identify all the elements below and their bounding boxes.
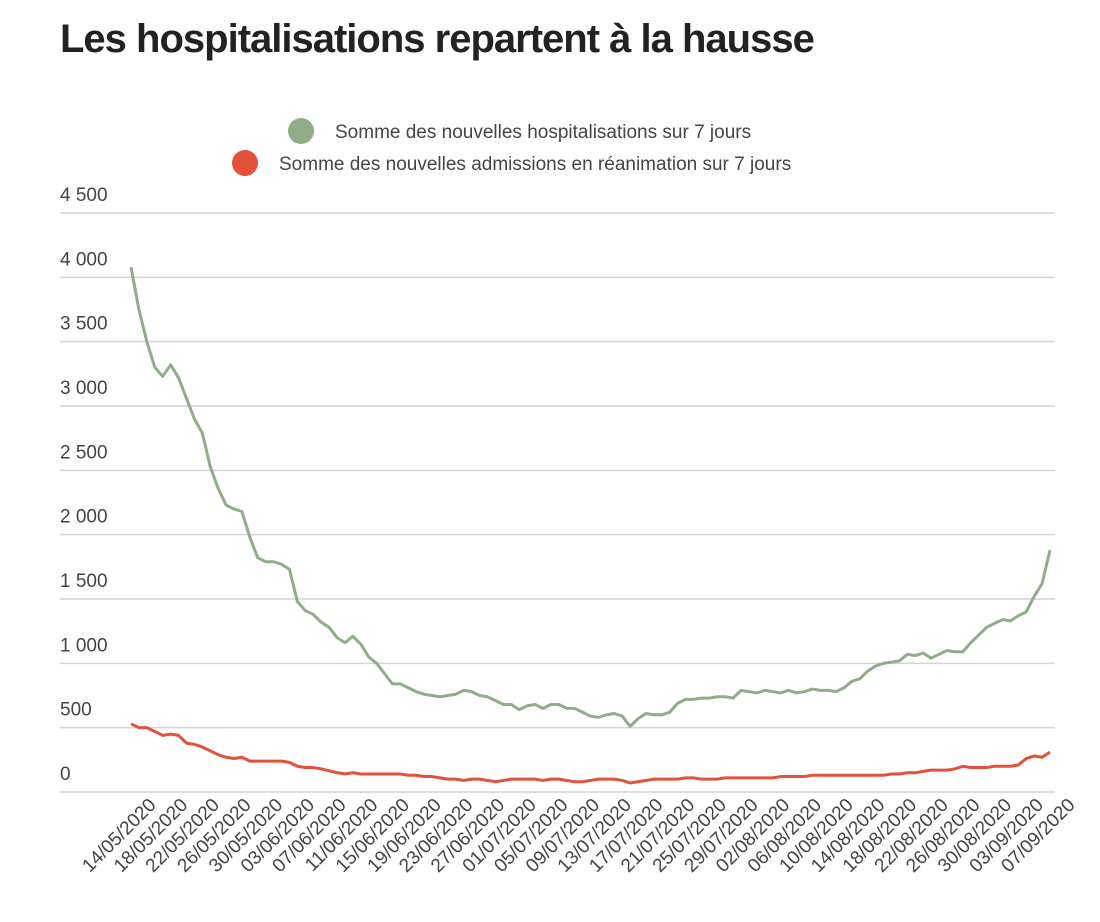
y-tick-label: 3 000 <box>60 378 108 399</box>
y-tick-label: 4 000 <box>60 249 108 270</box>
y-tick-label: 2 500 <box>60 442 108 463</box>
series-line <box>129 266 1052 728</box>
legend-label: Somme des nouvelles admissions en réanim… <box>279 154 791 175</box>
series-line <box>130 722 1051 785</box>
y-tick-label: 4 500 <box>60 185 108 206</box>
legend-marker <box>232 150 258 176</box>
y-tick-label: 0 <box>60 764 71 785</box>
y-tick-label: 1 000 <box>60 635 108 656</box>
y-tick-label: 2 000 <box>60 507 108 528</box>
legend-marker <box>288 118 314 144</box>
legend-label: Somme des nouvelles hospitalisations sur… <box>335 122 751 143</box>
y-tick-label: 3 500 <box>60 314 108 335</box>
y-tick-label: 500 <box>60 700 92 721</box>
y-tick-label: 1 500 <box>60 571 108 592</box>
chart-title: Les hospitalisations repartent à la haus… <box>60 17 814 61</box>
